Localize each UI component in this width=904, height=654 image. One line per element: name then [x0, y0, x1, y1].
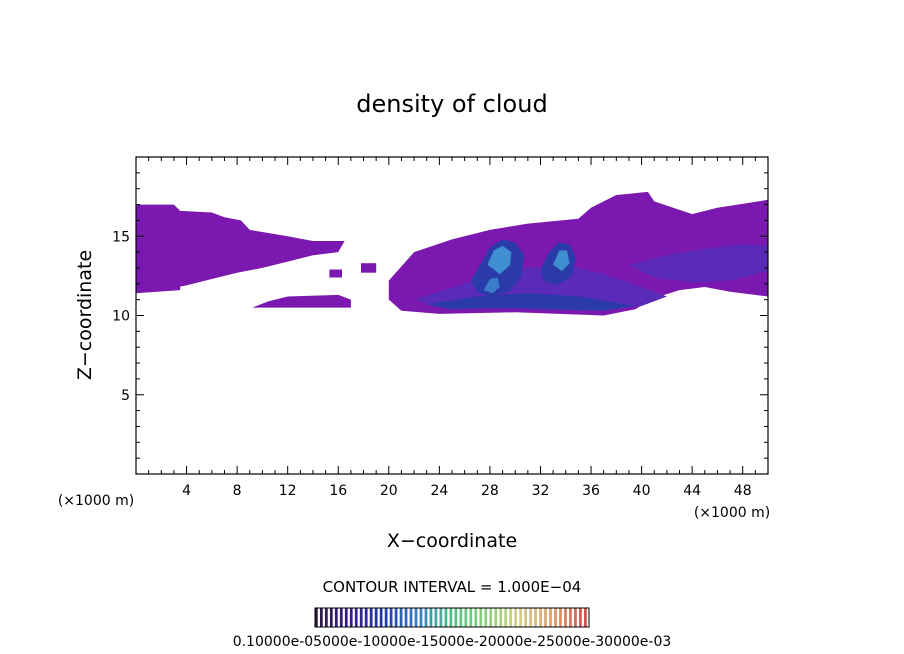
colorbar-swatch	[474, 608, 478, 627]
colorbar-swatch	[319, 608, 323, 627]
colorbar-swatch	[524, 608, 527, 627]
colorbar-swatch	[384, 608, 388, 627]
x-tick-label: 20	[380, 483, 398, 499]
colorbar-swatch	[434, 608, 438, 627]
colorbar-swatch	[349, 608, 353, 627]
colorbar-swatch	[529, 608, 532, 627]
colorbar-swatch	[414, 608, 418, 627]
y-tick-label: 15	[112, 229, 130, 245]
colorbar-swatch	[429, 608, 433, 627]
x-tick-label: 40	[633, 483, 651, 499]
y-axis-label: Z−coordinate	[74, 250, 96, 380]
contour-region-cloud-peak-left	[487, 245, 512, 275]
colorbar-swatch	[409, 608, 413, 627]
x-tick-label: 32	[532, 483, 550, 499]
colorbar-swatch	[389, 608, 393, 627]
colorbar-swatch	[549, 608, 552, 627]
colorbar-swatch	[519, 608, 522, 627]
colorbar-swatch	[579, 608, 582, 627]
colorbar-swatch	[564, 608, 567, 627]
y-tick-label: 5	[121, 388, 130, 404]
colorbar-swatch	[504, 608, 508, 627]
x-tick-label: 8	[233, 483, 242, 499]
colorbar-swatch	[379, 608, 383, 627]
y-tick-label: 10	[112, 309, 130, 325]
colorbar-swatch	[494, 608, 498, 627]
colorbar-swatch	[419, 608, 423, 627]
x-tick-label: 28	[481, 483, 499, 499]
contour-region-cloud-small-1	[329, 269, 342, 278]
x-tick-label: 4	[182, 483, 191, 499]
colorbar-swatch	[439, 608, 443, 627]
contour-interval-label: CONTOUR INTERVAL = 1.000E−04	[323, 578, 582, 596]
colorbar-swatch	[559, 608, 562, 627]
contour-region-cloud-left-patch	[136, 275, 181, 294]
x-unit-right: (×1000 m)	[694, 505, 770, 521]
colorbar-swatch	[534, 608, 537, 627]
colorbar-swatch	[509, 608, 513, 627]
x-tick-label: 48	[734, 483, 752, 499]
colorbar-swatch	[334, 608, 338, 627]
colorbar-swatch	[404, 608, 408, 627]
contour-region-cloud-lower-left	[252, 294, 351, 308]
x-axis-label: X−coordinate	[387, 530, 517, 552]
colorbar-labels: 0.10000e-05000e-10000e-15000e-20000e-250…	[233, 634, 672, 650]
colorbar-swatch	[399, 608, 403, 627]
colorbar-swatch	[584, 608, 587, 627]
cloud-density-field	[136, 191, 768, 316]
colorbar-swatch	[454, 608, 458, 627]
contour-region-cloud-band	[426, 293, 636, 311]
colorbar-swatch	[364, 608, 368, 627]
colorbar-swatch	[394, 608, 398, 627]
x-tick-label: 12	[279, 483, 297, 499]
colorbar-swatch	[359, 608, 363, 627]
colorbar-swatch	[324, 608, 328, 627]
colorbar-frame	[314, 607, 590, 628]
contour-region-cloud-right-inner	[629, 244, 768, 283]
colorbar-swatch	[489, 608, 493, 627]
colorbar-swatch	[544, 608, 547, 627]
colorbar-swatch	[484, 608, 488, 627]
colorbar-swatch	[369, 608, 373, 627]
colorbar-swatch	[444, 608, 448, 627]
contour-region-cloud-peak-low	[483, 277, 500, 294]
colorbar-swatch	[459, 608, 463, 627]
colorbar-swatch	[329, 608, 333, 627]
colorbar-swatch	[449, 608, 453, 627]
colorbar	[314, 607, 590, 628]
colorbar-swatch	[554, 608, 557, 627]
colorbar-swatch	[469, 608, 473, 627]
x-tick-label: 36	[582, 483, 600, 499]
contour-region-cloud-small-2	[361, 263, 377, 273]
colorbar-swatch	[315, 608, 318, 627]
chart-title: density of cloud	[356, 90, 547, 118]
colorbar-swatch	[339, 608, 343, 627]
colorbar-swatch	[374, 608, 378, 627]
x-tick-label: 16	[329, 483, 347, 499]
colorbar-swatch	[424, 608, 428, 627]
colorbar-swatch	[344, 608, 348, 627]
x-tick-label: 24	[430, 483, 448, 499]
colorbar-swatch	[514, 608, 518, 627]
plot-frame	[135, 156, 769, 475]
colorbar-swatch	[479, 608, 483, 627]
contour-region-cloud-peak-right	[553, 250, 570, 272]
colorbar-swatch	[539, 608, 542, 627]
x-tick-label: 44	[683, 483, 701, 499]
colorbar-swatch	[464, 608, 468, 627]
contour-region-cloud-upper-left	[136, 204, 345, 294]
colorbar-swatch	[499, 608, 503, 627]
colorbar-swatch	[569, 608, 572, 627]
colorbar-swatch	[574, 608, 577, 627]
colorbar-swatch	[354, 608, 358, 627]
x-unit-left: (×1000 m)	[58, 493, 134, 509]
